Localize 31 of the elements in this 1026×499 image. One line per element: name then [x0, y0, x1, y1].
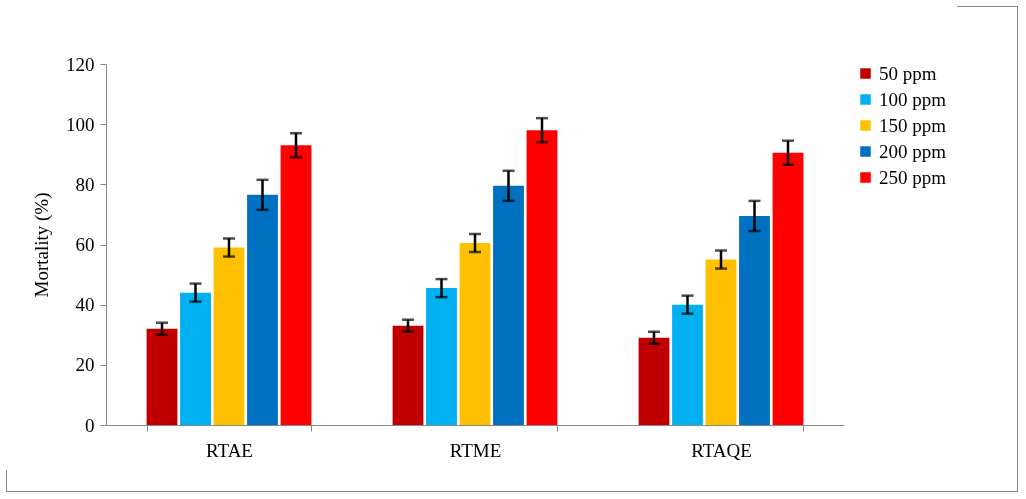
bar [459, 243, 491, 425]
y-axis-title: Mortality (%) [31, 192, 53, 298]
legend-label: 150 ppm [879, 114, 947, 136]
y-tick-label: 20 [75, 354, 95, 376]
bar [392, 325, 424, 425]
bar [426, 288, 457, 425]
y-tick-label: 120 [66, 53, 95, 75]
bar [180, 292, 211, 425]
bar [638, 337, 670, 425]
bar [526, 130, 558, 425]
y-tick-label: 40 [75, 294, 95, 316]
x-tick-label: RTAE [206, 439, 253, 461]
legend-label: 100 ppm [879, 88, 947, 110]
bar [672, 304, 703, 425]
bar [493, 185, 524, 425]
bar [146, 328, 178, 425]
legend-label: 250 ppm [879, 166, 947, 188]
bar [772, 152, 804, 425]
x-tick-label: RTAQE [691, 439, 752, 461]
bar [213, 247, 245, 425]
legend-label: 200 ppm [879, 140, 947, 162]
y-tick-label: 100 [66, 113, 95, 135]
y-tick-label: 0 [85, 414, 95, 436]
bar [280, 145, 312, 425]
bar [705, 259, 737, 425]
bar [739, 215, 770, 425]
y-tick-label: 80 [75, 173, 95, 195]
x-tick-label: RTME [449, 439, 502, 461]
legend-label: 50 ppm [879, 62, 937, 84]
bar [247, 194, 278, 425]
y-tick-label: 60 [75, 234, 95, 255]
